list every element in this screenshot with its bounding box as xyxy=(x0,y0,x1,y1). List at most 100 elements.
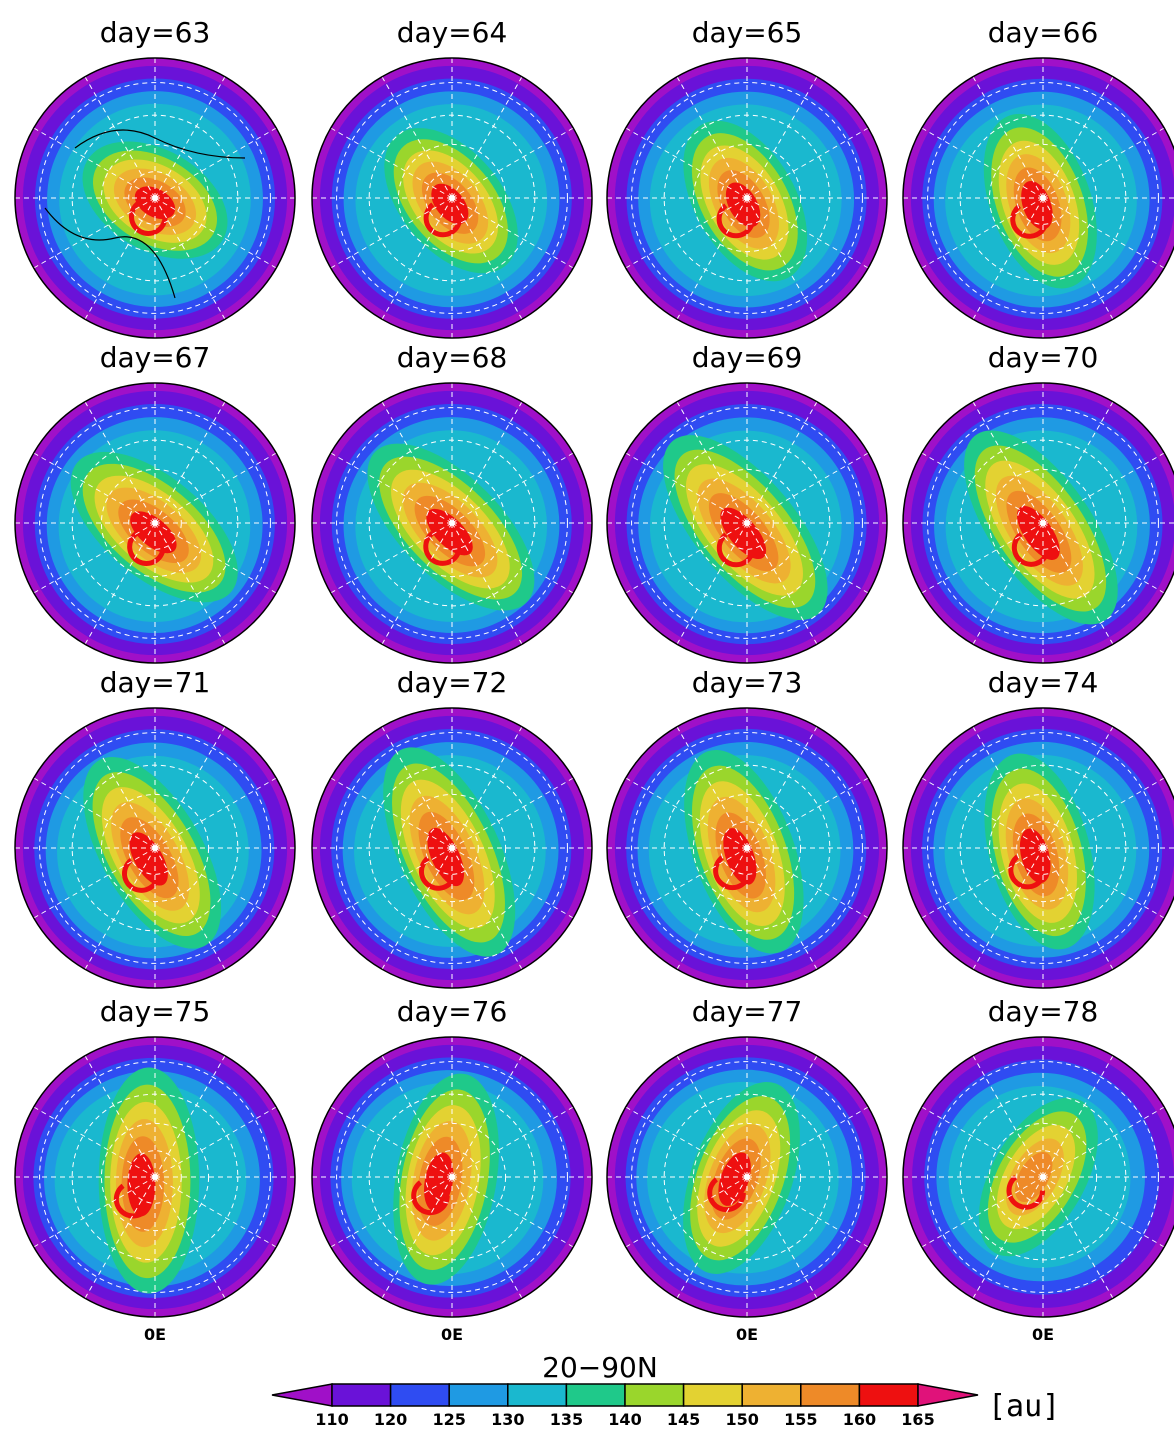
panel-68: day=68 xyxy=(311,341,593,664)
latitude-circle xyxy=(1016,171,1070,225)
latitude-circle xyxy=(988,1122,1098,1232)
pole-marker xyxy=(449,845,455,851)
latitude-circle xyxy=(425,1150,479,1204)
panel-boundary xyxy=(14,57,296,339)
panel-boundary xyxy=(311,707,593,989)
pole-marker xyxy=(744,195,750,201)
panel-boundary xyxy=(311,57,593,339)
panel-boundary xyxy=(311,1036,593,1318)
latitude-circle xyxy=(1016,1150,1070,1204)
panel-71: day=71 xyxy=(14,666,296,989)
latitude-circle xyxy=(631,1061,863,1293)
panel-title: day=63 xyxy=(100,16,211,49)
pole-marker xyxy=(744,520,750,526)
pole-marker xyxy=(1040,195,1046,201)
colorbar-tick-label: 155 xyxy=(784,1410,817,1429)
colorbar-unit-label: [au] xyxy=(988,1389,1060,1424)
panel-75: day=75 xyxy=(14,995,296,1318)
vortex-filament xyxy=(707,1177,746,1213)
contour-band xyxy=(720,507,767,560)
panel-66: day=66 xyxy=(902,16,1174,339)
panel-title: day=65 xyxy=(692,16,803,49)
lon-label-col3: 0E xyxy=(736,1325,758,1344)
contour-band xyxy=(1021,180,1053,230)
latitude-circle xyxy=(128,1150,182,1204)
vortex-filament xyxy=(423,531,462,566)
latitude-circle xyxy=(692,143,802,253)
panel-title: day=72 xyxy=(397,666,508,699)
latitude-circle xyxy=(336,1061,568,1293)
latitude-circle xyxy=(927,407,1159,639)
latitude-circle xyxy=(692,468,802,578)
contour-band xyxy=(725,182,761,228)
colorbar-tick-label: 135 xyxy=(550,1410,583,1429)
panel-title: day=67 xyxy=(100,341,211,374)
contour-band xyxy=(127,1153,156,1217)
latitude-circle xyxy=(128,821,182,875)
panel-boundary xyxy=(606,1036,888,1318)
latitude-circle xyxy=(39,732,271,964)
colorbar-tick-label: 145 xyxy=(667,1410,700,1429)
colorbar-extend-low xyxy=(271,1383,333,1407)
lon-label-col4: 0E xyxy=(1032,1325,1054,1344)
colorbar-swatch xyxy=(507,1383,568,1407)
latitude-circle xyxy=(692,1122,802,1232)
vortex-filament xyxy=(716,203,756,239)
panel-65: day=65 xyxy=(606,16,888,339)
panel-76: day=76 xyxy=(311,995,593,1318)
latitude-circle xyxy=(631,82,863,314)
panel-77: day=77 xyxy=(606,995,888,1318)
panel-title: day=68 xyxy=(397,341,508,374)
field xyxy=(15,708,295,988)
latitude-circle xyxy=(39,82,271,314)
contour-band xyxy=(431,183,469,225)
panel-74: day=74 xyxy=(902,666,1174,989)
panel-boundary xyxy=(311,382,593,664)
pole-marker xyxy=(152,1174,158,1180)
latitude-range-label: 20−90N xyxy=(542,1351,658,1384)
panel-boundary xyxy=(902,1036,1174,1318)
latitude-circle xyxy=(927,1061,1159,1293)
vortex-filament xyxy=(128,201,168,236)
latitude-circle xyxy=(100,468,210,578)
latitude-circle xyxy=(720,821,774,875)
panel-boundary xyxy=(606,707,888,989)
contour-band xyxy=(426,508,473,556)
field xyxy=(607,58,887,338)
colorbar-extend-high xyxy=(917,1383,979,1407)
field xyxy=(903,58,1174,338)
colorbar-tick-label: 125 xyxy=(432,1410,465,1429)
latitude-circle xyxy=(425,496,479,550)
panel-title: day=70 xyxy=(988,341,1099,374)
contour-band xyxy=(1016,506,1060,560)
latitude-circle xyxy=(988,468,1098,578)
panel-64: day=64 xyxy=(311,16,593,339)
panel-title: day=66 xyxy=(988,16,1099,49)
latitude-circle xyxy=(397,793,507,903)
polar-map-panels: day=63 day=64 day=65 day=66 day=67 day=68 day=… xyxy=(14,16,1174,1318)
coastlines xyxy=(44,129,246,299)
latitude-circle xyxy=(397,143,507,253)
latitude-circle xyxy=(397,1122,507,1232)
panel-boundary xyxy=(14,707,296,989)
panel-boundary xyxy=(606,382,888,664)
pole-marker xyxy=(449,520,455,526)
latitude-circle xyxy=(425,821,479,875)
vortex-filament xyxy=(418,856,458,891)
colorbar-tick-label: 150 xyxy=(725,1410,758,1429)
latitude-circle xyxy=(1016,821,1070,875)
panel-title: day=73 xyxy=(692,666,803,699)
field xyxy=(15,383,295,663)
panel-title: day=76 xyxy=(397,995,508,1028)
colorbar-swatch xyxy=(800,1383,861,1407)
latitude-circle xyxy=(720,1150,774,1204)
colorbar-tick-label: 110 xyxy=(315,1410,348,1429)
panel-boundary xyxy=(606,57,888,339)
panel-63: day=63 xyxy=(14,16,296,339)
latitude-circle xyxy=(631,407,863,639)
pole-marker xyxy=(152,845,158,851)
colorbar-swatch xyxy=(624,1383,685,1407)
latitude-circle xyxy=(100,1122,210,1232)
latitude-circle xyxy=(336,82,568,314)
latitude-circle xyxy=(720,171,774,225)
